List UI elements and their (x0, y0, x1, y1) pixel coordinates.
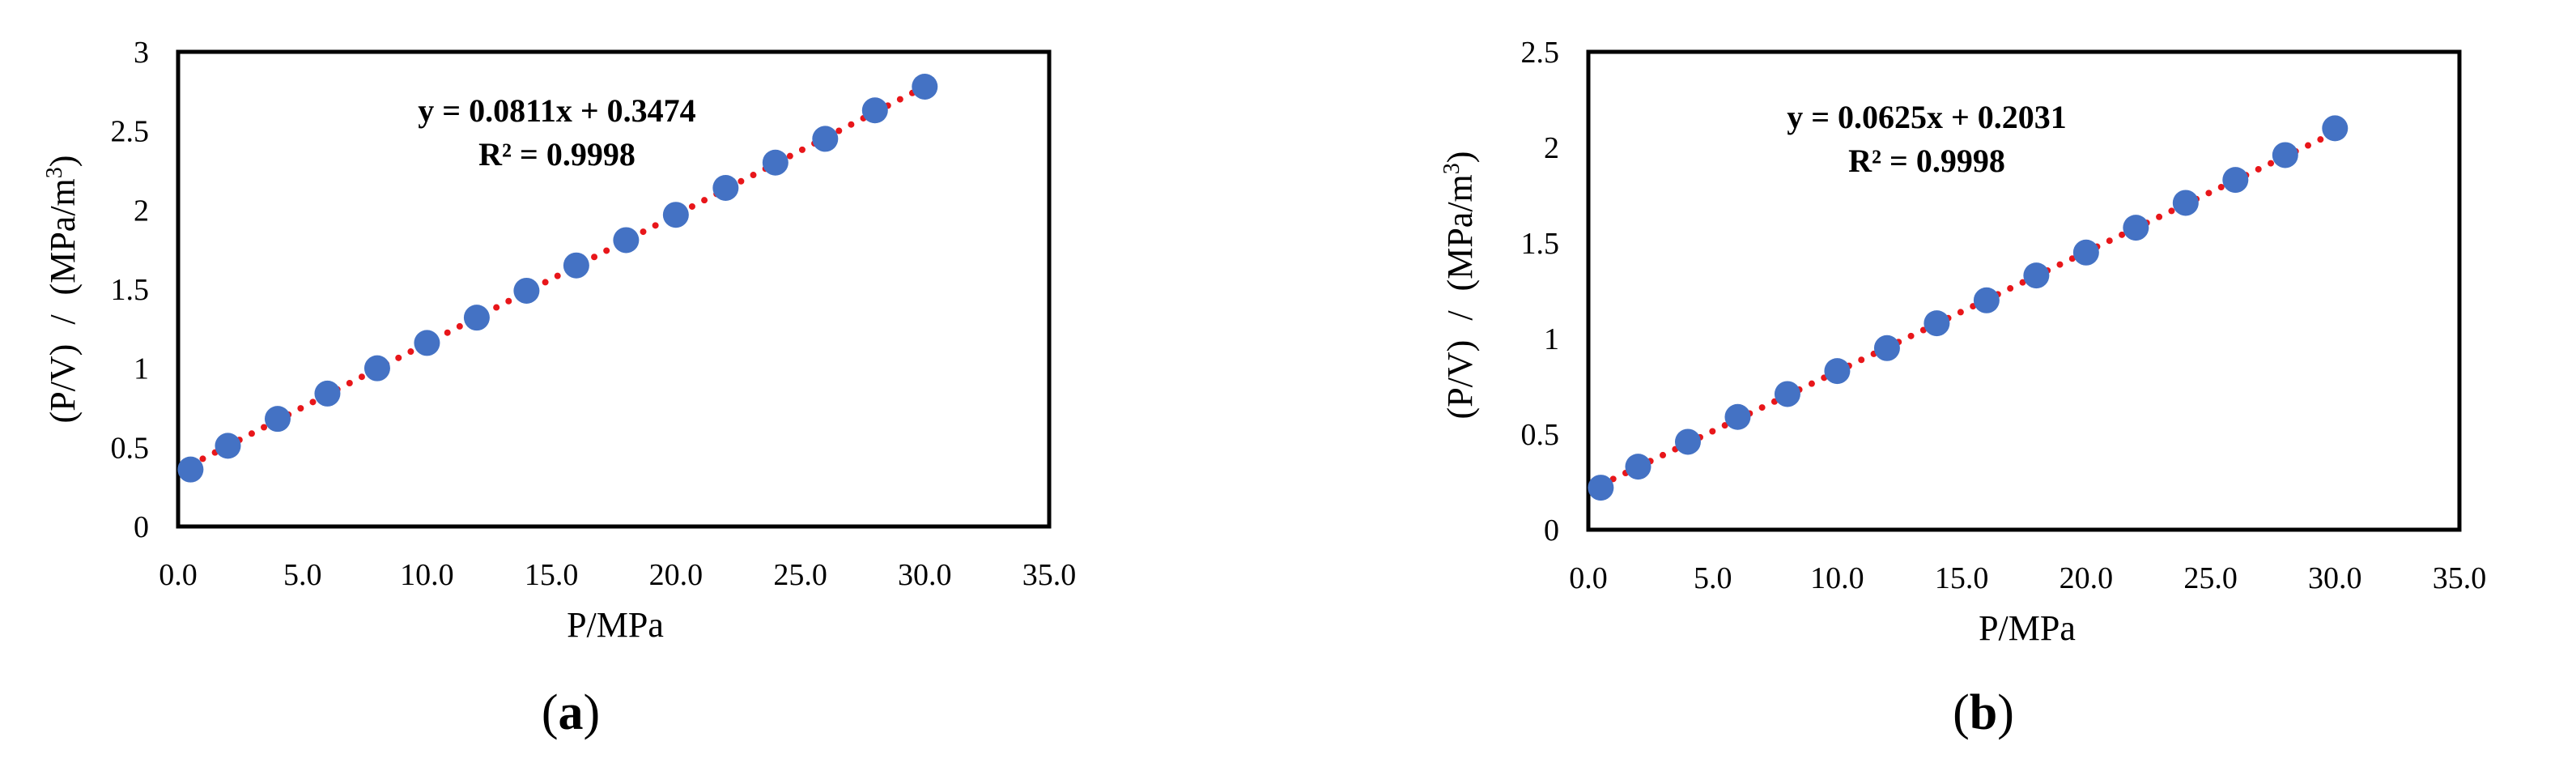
data-point (215, 433, 241, 459)
data-point (1923, 310, 1950, 337)
data-points (177, 73, 938, 483)
x-tick-label: 0.0 (159, 558, 198, 592)
y-tick-label: 3 (134, 36, 149, 70)
data-point (762, 149, 789, 176)
y-tick-label: 1 (1544, 322, 1559, 356)
trendline-path (187, 83, 929, 469)
x-tick-label: 20.0 (2060, 561, 2114, 595)
data-point (314, 380, 341, 407)
y-tick-label: 0.5 (111, 431, 150, 465)
y-tick-label: 1.5 (1521, 227, 1560, 261)
x-tick-labels: 0.0 5.0 10.0 15.0 20.0 25.0 30.0 35.0 (1569, 561, 2486, 595)
y-tick-labels: 0 0.5 1 1.5 2 2.5 (1521, 36, 1560, 548)
panel-label-a: (a) (542, 685, 600, 740)
y-tick-labels: 0 0.5 1 1.5 2 2.5 3 (111, 36, 150, 544)
data-point (812, 126, 839, 152)
x-tick-label: 0.0 (1569, 561, 1608, 595)
x-tick-label: 5.0 (1694, 561, 1732, 595)
y-axis-title: (P/V)/(MPa/m3) (42, 156, 83, 424)
y-tick-label: 2 (1544, 131, 1559, 165)
y-tick-label: 2.5 (1521, 36, 1560, 70)
panel-label-b: (b) (1953, 685, 2014, 740)
data-point (264, 406, 291, 433)
y-tick-label: 0 (1544, 514, 1559, 548)
data-point (1674, 428, 1701, 455)
plot-area-frame (1586, 49, 2462, 532)
x-tick-label: 5.0 (283, 558, 322, 592)
data-point (177, 456, 204, 483)
x-tick-label: 30.0 (898, 558, 952, 592)
data-point (662, 202, 689, 228)
x-tick-label: 10.0 (400, 558, 454, 592)
x-tick-label: 25.0 (773, 558, 827, 592)
data-point (2123, 215, 2149, 241)
x-tick-label: 25.0 (2183, 561, 2238, 595)
data-point (2023, 262, 2050, 289)
trendline-equation: y = 0.0811x + 0.3474 (418, 92, 695, 129)
trendline-equation: y = 0.0625x + 0.2031 (1787, 99, 2067, 135)
x-tick-label: 10.0 (1810, 561, 1864, 595)
r-squared-label: R² = 0.9998 (1848, 143, 2005, 179)
data-point (1824, 358, 1851, 385)
y-tick-label: 1.5 (111, 273, 150, 307)
x-tick-labels: 0.0 5.0 10.0 15.0 20.0 25.0 30.0 35.0 (159, 558, 1076, 592)
data-point (2322, 115, 2349, 142)
x-tick-label: 30.0 (2308, 561, 2362, 595)
data-points (1588, 115, 2349, 501)
x-axis-title: P/MPa (1979, 608, 2076, 648)
data-point (613, 227, 640, 254)
data-point (1774, 381, 1800, 407)
y-axis-title: (P/V)/(MPa/m3) (1439, 151, 1480, 420)
data-point (1625, 454, 1651, 480)
data-point (463, 305, 490, 331)
plot-area-frame (176, 49, 1052, 529)
r-squared-label: R² = 0.9998 (478, 136, 635, 173)
data-point (1973, 287, 2000, 313)
data-point (1588, 475, 1614, 501)
data-point (912, 73, 938, 100)
data-point (563, 252, 589, 279)
chart-panel-a: 0.0 5.0 10.0 15.0 20.0 25.0 30.0 35.0 0 0.5 1 1.5 2… (42, 36, 1076, 740)
y-tick-label: 0 (134, 510, 149, 544)
y-tick-label: 0.5 (1521, 418, 1560, 452)
trendline (187, 83, 929, 469)
x-tick-label: 15.0 (525, 558, 579, 592)
x-axis-title: P/MPa (567, 605, 664, 645)
x-tick-label: 35.0 (2433, 561, 2487, 595)
trendline (1597, 129, 2339, 488)
data-point (1724, 403, 1751, 430)
data-point (2072, 239, 2099, 266)
data-point (2222, 167, 2249, 194)
y-tick-label: 2 (134, 194, 149, 228)
data-point (712, 174, 739, 201)
data-point (1873, 335, 1900, 361)
trendline-path (1597, 129, 2339, 488)
data-point (513, 277, 540, 304)
data-point (363, 355, 390, 382)
x-tick-label: 15.0 (1935, 561, 1989, 595)
data-point (2272, 142, 2298, 168)
y-tick-label: 1 (134, 352, 149, 386)
chart-panel-b: 0.0 5.0 10.0 15.0 20.0 25.0 30.0 35.0 0 0.5 1 1.5 2… (1439, 36, 2486, 740)
data-point (2172, 190, 2199, 216)
data-point (414, 330, 440, 356)
x-tick-label: 35.0 (1022, 558, 1077, 592)
x-tick-label: 20.0 (649, 558, 704, 592)
data-point (861, 97, 888, 124)
y-tick-label: 2.5 (111, 115, 150, 149)
